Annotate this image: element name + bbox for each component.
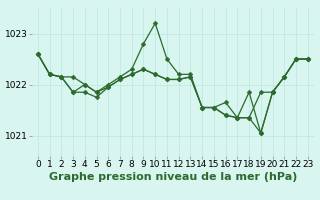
X-axis label: Graphe pression niveau de la mer (hPa): Graphe pression niveau de la mer (hPa) [49, 172, 297, 182]
